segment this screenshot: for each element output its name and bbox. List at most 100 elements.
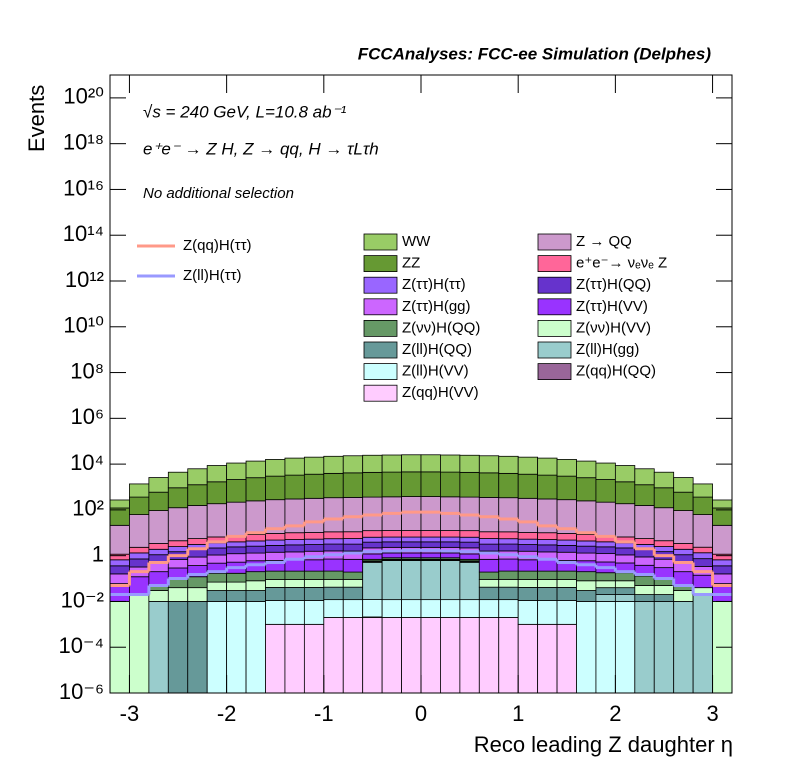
histogram-bar [303, 456, 325, 475]
histogram-bar [440, 471, 461, 498]
histogram-bar [148, 510, 169, 544]
legend-swatch [363, 363, 398, 381]
histogram-bar [167, 546, 189, 553]
histogram-bar [459, 541, 480, 549]
histogram-bar [109, 573, 130, 585]
histogram-bar [226, 601, 247, 694]
histogram-bar [323, 472, 344, 499]
legend-swatch [537, 319, 572, 337]
histogram-bar [265, 600, 286, 625]
histogram-bar [303, 600, 325, 625]
histogram-bar [498, 586, 519, 601]
histogram-bar [206, 465, 228, 483]
histogram-bar [517, 456, 539, 475]
histogram-bar [556, 544, 577, 553]
legend-label: Z(ll)H(gg) [576, 341, 639, 358]
histogram-bar [284, 474, 305, 500]
legend-label: Z(ττ)H(QQ) [576, 276, 651, 293]
histogram-bar [653, 558, 675, 569]
y-tick-label: 10¹⁶ [63, 175, 104, 200]
histogram-bar [517, 587, 539, 601]
histogram-bar [167, 601, 189, 694]
histogram-bar [478, 531, 500, 539]
histogram-bar [692, 546, 713, 554]
histogram-bar [478, 455, 500, 474]
histogram-bar [323, 538, 344, 545]
legend-label: Z(qq)H(VV) [402, 384, 479, 401]
histogram-bar [342, 617, 364, 694]
histogram-bar [517, 538, 539, 545]
legend-swatch [363, 298, 398, 316]
histogram-bar [498, 558, 519, 572]
histogram-bar [614, 542, 636, 549]
histogram-bar [284, 600, 305, 625]
histogram-bar [323, 617, 344, 694]
histogram-bar [342, 571, 364, 580]
histogram-bar [284, 579, 305, 588]
x-tick-label: -3 [120, 701, 140, 726]
histogram-bar [556, 551, 577, 561]
histogram-bar [303, 623, 325, 694]
histogram-bar [537, 457, 558, 476]
histogram-bar [653, 471, 675, 489]
histogram-bar [381, 536, 402, 543]
histogram-bar [673, 477, 694, 493]
histogram-bar [498, 578, 519, 588]
histogram-bar [109, 565, 130, 575]
histogram-bar [614, 580, 636, 589]
histogram-bar [614, 503, 636, 538]
histogram-bar [362, 599, 383, 618]
histogram-bar [381, 530, 402, 538]
legend-swatch [537, 255, 572, 273]
histogram-bar [537, 579, 558, 588]
legend-label: Z → QQ [576, 233, 632, 250]
histogram-bar [265, 533, 286, 541]
histogram-bar [498, 531, 519, 540]
histogram-bar [576, 552, 597, 562]
histogram-bar [576, 477, 597, 502]
histogram-bar [323, 455, 344, 474]
histogram-bar [614, 554, 636, 564]
legend-label: WW [402, 233, 431, 250]
histogram-bar [206, 542, 228, 549]
legend-swatch [363, 384, 398, 402]
histogram-bar [634, 575, 655, 586]
histogram-bar [459, 617, 480, 694]
histogram-bar [226, 501, 247, 537]
histogram-bar [187, 576, 208, 589]
histogram-bar [265, 579, 286, 588]
histogram-bar [653, 585, 675, 595]
histogram-bar [537, 539, 558, 546]
histogram-bar [226, 590, 247, 602]
histogram-bar [478, 538, 500, 545]
histogram-bar [692, 514, 713, 548]
histogram-bar [576, 460, 597, 479]
histogram-bar [303, 587, 325, 601]
histogram-bar [517, 532, 539, 540]
histogram-bar [478, 599, 500, 618]
histogram-bar [498, 538, 519, 545]
histogram-bar [576, 534, 597, 542]
histogram-bar [653, 540, 675, 547]
histogram-bar [342, 543, 364, 552]
histogram-bar [362, 536, 383, 543]
y-tick-label: 10⁸ [70, 358, 104, 383]
histogram-bar [653, 487, 675, 509]
histogram-bar [537, 544, 558, 553]
histogram-bar [440, 536, 461, 543]
histogram-bar [226, 462, 247, 480]
histogram-bar [362, 530, 383, 538]
histogram-bar [323, 497, 344, 533]
step-connector [127, 512, 715, 586]
histogram-bar [362, 471, 383, 498]
x-tick-label: -1 [314, 701, 334, 726]
histogram-bar [401, 599, 422, 618]
histogram-bar [342, 455, 364, 474]
histogram-bar [265, 459, 286, 477]
histogram-bar [420, 552, 441, 559]
histogram-bar [517, 559, 539, 572]
histogram-bar [576, 580, 597, 591]
histogram-bar [323, 599, 344, 618]
histogram-bar [517, 600, 539, 625]
histogram-bar [148, 590, 169, 602]
